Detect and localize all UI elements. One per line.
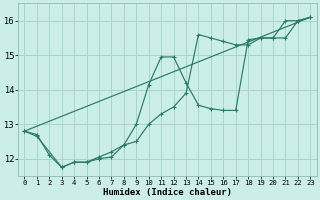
- X-axis label: Humidex (Indice chaleur): Humidex (Indice chaleur): [103, 188, 232, 197]
